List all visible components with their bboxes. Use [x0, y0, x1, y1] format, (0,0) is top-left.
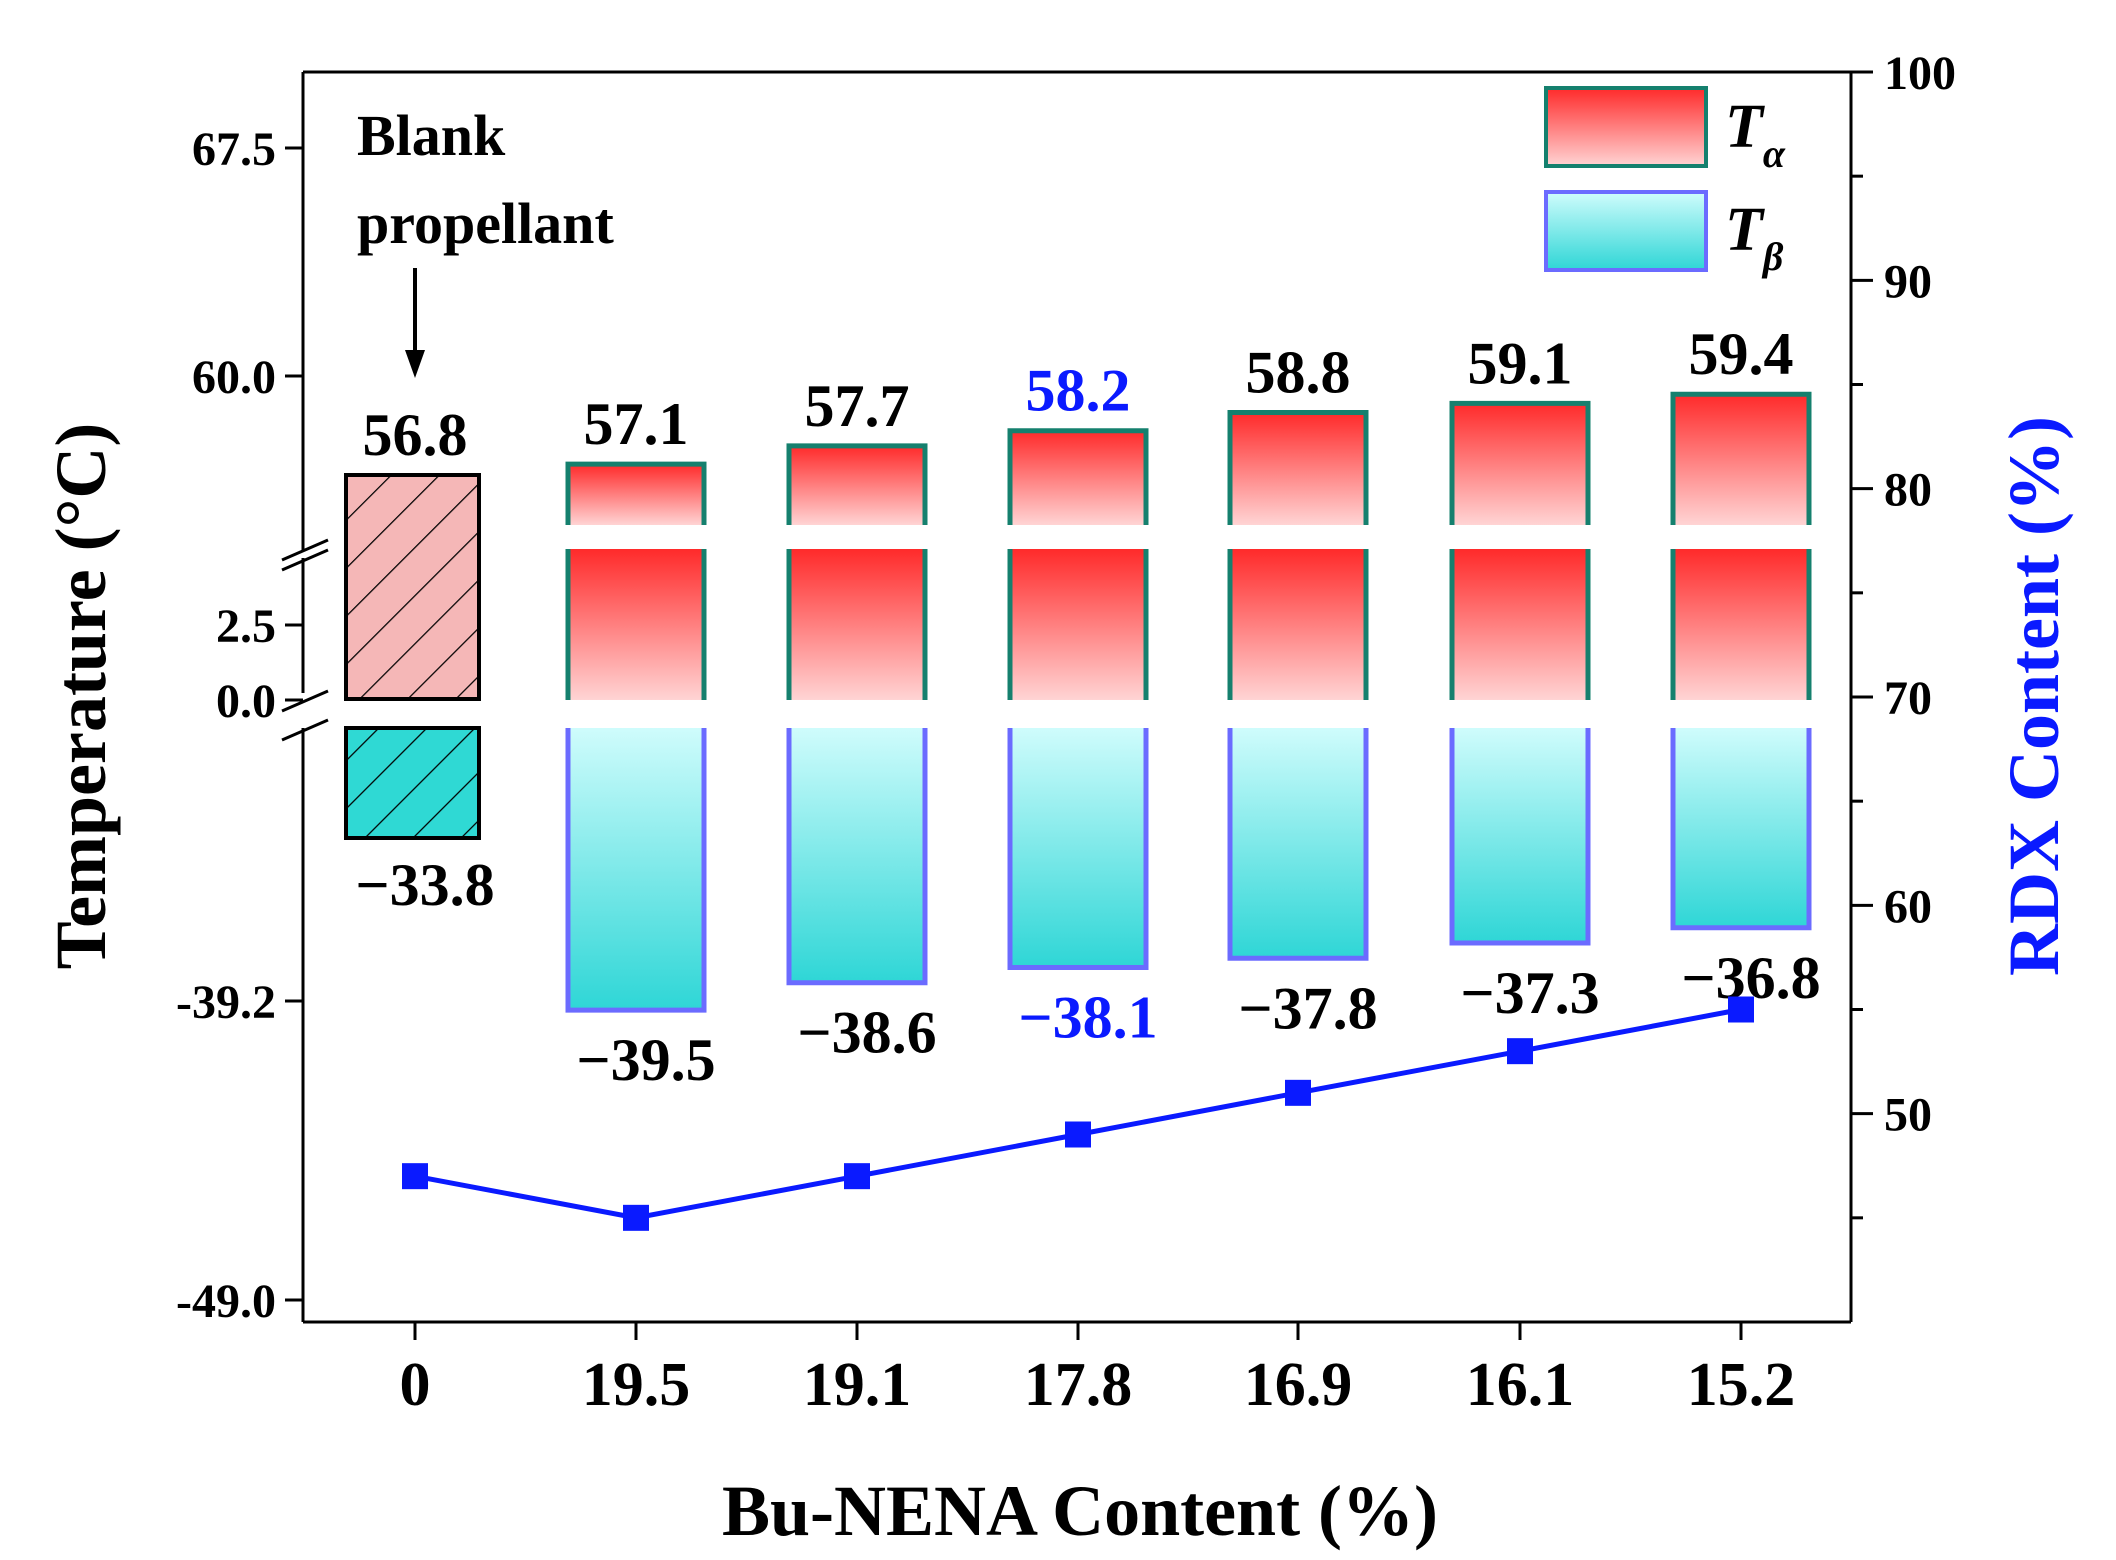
- axis-break-mark-1: [281, 538, 329, 562]
- beta-bar-border: [565, 728, 707, 1013]
- alpha-bar-lower: [1010, 549, 1146, 700]
- x-tick-label: 19.1: [803, 1351, 912, 1419]
- legend-label-beta: Tβ: [1725, 196, 1784, 279]
- alpha-bar-upper-border: [565, 461, 707, 525]
- axis-break-mark-3: [281, 689, 329, 713]
- beta-bar: [789, 728, 925, 983]
- y2-tick-label: 80: [1884, 464, 1932, 517]
- alpha-value-label: 57.1: [584, 391, 689, 457]
- axis-break-mark-2: [281, 548, 329, 572]
- alpha-bar-upper: [1452, 403, 1588, 525]
- alpha-bar-lower: [789, 549, 925, 700]
- alpha-bar-lower: [568, 549, 704, 700]
- alpha-value-label: 59.1: [1468, 330, 1573, 396]
- blank-beta-hatch: [346, 728, 479, 838]
- rdx-point: [623, 1204, 649, 1231]
- beta-value-label: −37.3: [1460, 960, 1599, 1026]
- y2-tick-label: 50: [1884, 1089, 1932, 1142]
- alpha-value-label: 58.8: [1246, 339, 1351, 405]
- rdx-point: [1728, 996, 1754, 1023]
- alpha-bar-upper-border: [786, 443, 928, 525]
- legend: Tα Tβ: [1544, 86, 1786, 279]
- x-tick-label: 17.8: [1024, 1351, 1133, 1419]
- beta-bar: [1230, 728, 1366, 959]
- beta-bar-border: [1007, 728, 1149, 970]
- x-tick-label: 15.2: [1687, 1351, 1796, 1419]
- alpha-value-label: 59.4: [1689, 321, 1794, 387]
- alpha-bar-upper: [1673, 394, 1809, 525]
- rdx-point: [1065, 1121, 1091, 1148]
- alpha-bar-upper-border: [1227, 409, 1369, 525]
- alpha-bar-upper-border: [1449, 400, 1591, 525]
- y-tick-label: -49.0: [176, 1275, 276, 1328]
- alpha-bar-upper: [1010, 430, 1146, 525]
- x-tick-label: 16.1: [1466, 1351, 1575, 1419]
- rdx-point: [844, 1163, 870, 1190]
- y2-tick-label: 100: [1884, 47, 1956, 100]
- y2-tick-label: 70: [1884, 672, 1932, 725]
- alpha-bar-upper: [789, 445, 925, 525]
- alpha-bar-lower: [1673, 549, 1809, 700]
- annotation-line-1: Blank: [357, 103, 506, 168]
- legend-swatch-alpha: [1544, 86, 1708, 168]
- legend-label-alpha: Tα: [1725, 93, 1786, 176]
- beta-bar-border: [1227, 728, 1369, 961]
- y-tick-label: 67.5: [192, 123, 276, 176]
- alpha-value-label: 57.7: [805, 373, 910, 439]
- x-tick-label: 16.9: [1244, 1351, 1353, 1419]
- y2-axis-title: RDX Content (%): [1994, 416, 2074, 976]
- rdx-point: [1507, 1038, 1533, 1065]
- x-tick-label: 19.5: [582, 1351, 691, 1419]
- beta-value-label: −33.8: [355, 852, 494, 918]
- alpha-bar-upper: [568, 464, 704, 525]
- alpha-value-label: 58.2: [1026, 358, 1131, 424]
- beta-bar-border: [1670, 728, 1812, 931]
- beta-value-label: −39.5: [576, 1027, 715, 1093]
- alpha-bar-lower: [1230, 549, 1366, 700]
- y-tick-label: 60.0: [192, 351, 276, 404]
- y-axis-title: Temperature (°C): [41, 423, 121, 970]
- beta-bar-border: [786, 728, 928, 986]
- beta-bar-border: [1449, 728, 1591, 946]
- rdx-point: [1285, 1079, 1311, 1106]
- annotation-arrow-head: [405, 350, 425, 378]
- rdx-point: [402, 1163, 428, 1190]
- axis-break-mark-4: [281, 718, 329, 742]
- beta-bar: [1010, 728, 1146, 968]
- y2-tick-label: 60: [1884, 880, 1932, 933]
- x-axis-title: Bu-NENA Content (%): [722, 1471, 1438, 1551]
- beta-value-label: −38.6: [797, 1000, 936, 1066]
- annotation-line-2: propellant: [357, 191, 614, 256]
- beta-value-label: −37.8: [1238, 975, 1377, 1041]
- alpha-bar-upper-border: [1007, 428, 1149, 525]
- y-tick-label: 2.5: [216, 600, 276, 653]
- blank-alpha-hatch: [346, 475, 479, 699]
- alpha-value-label: 56.8: [363, 402, 468, 468]
- alpha-bar-lower: [1452, 549, 1588, 700]
- alpha-bar-upper-border: [1670, 391, 1812, 525]
- y2-tick-label: 90: [1884, 255, 1932, 308]
- beta-value-label: −38.1: [1018, 984, 1157, 1050]
- x-tick-label: 0: [400, 1351, 431, 1419]
- y-tick-label: -39.2: [176, 976, 276, 1029]
- legend-swatch-beta: [1544, 190, 1708, 272]
- beta-bar: [1673, 728, 1809, 928]
- beta-bar: [568, 728, 704, 1011]
- alpha-bar-upper: [1230, 412, 1366, 525]
- y-tick-label: 0.0: [216, 675, 276, 728]
- beta-bar: [1452, 728, 1588, 944]
